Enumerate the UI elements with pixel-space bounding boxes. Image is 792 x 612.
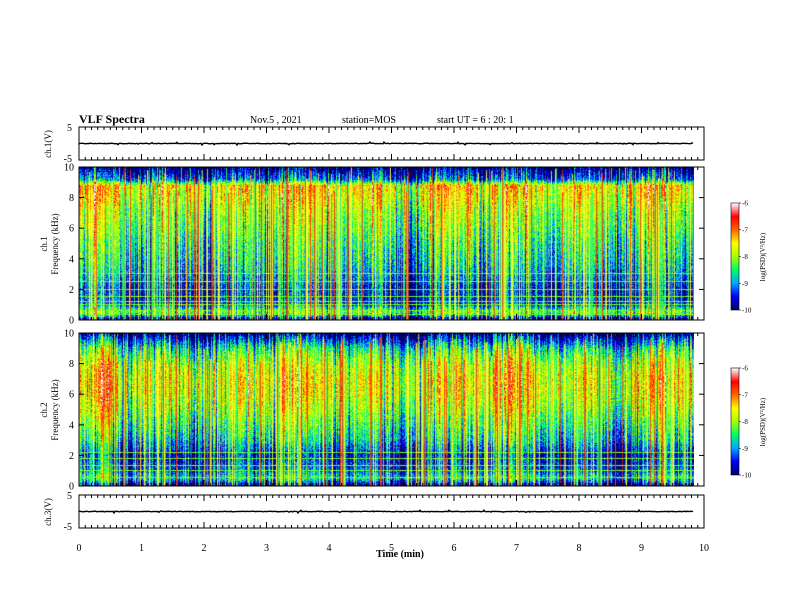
x-axis-label: Time (min)	[376, 549, 424, 560]
ch1-colorbar-tick-minus9: -9	[742, 280, 748, 288]
ch2-colorbar-tick-minus6: -6	[742, 365, 748, 373]
ch1-colorbar: -6 -7 -8 -9 -10 log(PSD)(V²/Hz)	[730, 200, 767, 315]
ch1-colorbar-tick-minus7: -7	[742, 226, 748, 234]
ch1-ytick-4: 4	[69, 254, 74, 265]
ch1-ytick-bottom: -5	[64, 154, 72, 165]
xtick-0: 0	[77, 543, 82, 554]
xtick-5: 5	[389, 543, 394, 554]
ch2-spectrogram-image	[79, 333, 694, 486]
xtick-3: 3	[264, 543, 269, 554]
ch1-colorbar-tick-minus10: -10	[742, 307, 752, 315]
ch3-waveform-trace	[78, 508, 694, 515]
ch2-ytick-8: 8	[69, 359, 74, 370]
ch2-colorbar-tick-minus10: -10	[742, 472, 752, 480]
ch3-ytick-bottom: -5	[64, 522, 72, 533]
ch2-colorbar-ticks: -6 -7 -8 -9 -10	[739, 365, 752, 480]
xtick-6: 6	[452, 543, 457, 554]
ch1-ytick-top: 5	[67, 123, 72, 134]
ch2-spectrogram-yticks: 0 2 4 6 8 10	[64, 329, 704, 493]
ch2-colorbar-tick-minus8: -8	[742, 418, 748, 426]
ch1-ytick-0: 0	[69, 316, 74, 327]
waveform-line	[78, 508, 694, 515]
ch1-colorbar-label: log(PSD)(V²/Hz)	[759, 232, 767, 281]
ch2-colorbar-tick-minus9: -9	[742, 445, 748, 453]
ch2-ytick-10: 10	[64, 329, 74, 340]
ch2-ytick-6: 6	[69, 390, 74, 401]
x-axis-tick-labels: 0 1 2 3 4 5 6 7 8 9 10	[77, 543, 710, 554]
xtick-4: 4	[327, 543, 332, 554]
ch2-ytick-0: 0	[69, 482, 74, 493]
time-tick-marks	[78, 127, 705, 528]
ch2-colorbar-label: log(PSD)(V²/Hz)	[759, 397, 767, 446]
ch1-spectrogram-image	[79, 167, 694, 320]
ch1-colorbar-ticks: -6 -7 -8 -9 -10	[739, 200, 752, 315]
ch2-spectrogram-ylabel-frequency: Frequency (kHz)	[50, 379, 60, 440]
ch2-ytick-2: 2	[69, 451, 74, 462]
xtick-7: 7	[514, 543, 519, 554]
ch2-spectrogram-panel: 0 2 4 6 8 10 ch.2 Frequency (kHz)	[39, 329, 705, 493]
ch2-spectrogram-ylabel-channel: ch.2	[39, 402, 49, 417]
xtick-1: 1	[139, 543, 144, 554]
ch1-waveform-ylabel: ch.1(V)	[43, 130, 53, 158]
waveform-line	[78, 140, 694, 147]
ch3-waveform-ylabel: ch.3(V)	[43, 498, 53, 526]
ch1-waveform-trace	[78, 140, 694, 147]
xtick-9: 9	[639, 543, 644, 554]
ch1-ytick-8: 8	[69, 193, 74, 204]
xtick-10: 10	[699, 543, 709, 554]
ch1-colorbar-tick-minus6: -6	[742, 200, 748, 208]
ch1-colorbar-tick-minus8: -8	[742, 253, 748, 261]
ch1-colorbar-gradient	[731, 203, 739, 310]
ch1-spectrogram-panel: 0 2 4 6 8 10 ch.1 Frequency (kHz)	[39, 163, 705, 327]
xtick-2: 2	[202, 543, 207, 554]
ch1-ytick-10: 10	[64, 163, 74, 174]
station-label: station=MOS	[342, 115, 396, 126]
ch2-ytick-4: 4	[69, 420, 74, 431]
ch1-spectrogram-ylabel-channel: ch.1	[39, 236, 49, 251]
start-ut-label: start UT = 6 : 20: 1	[437, 115, 514, 126]
date-label: Nov.5 , 2021	[250, 115, 302, 126]
ch1-spectrogram-yticks: 0 2 4 6 8 10	[64, 163, 704, 327]
xtick-8: 8	[577, 543, 582, 554]
ch2-colorbar-tick-minus7: -7	[742, 391, 748, 399]
ch1-spectrogram-ylabel-frequency: Frequency (kHz)	[50, 213, 60, 274]
ch2-colorbar: -6 -7 -8 -9 -10 log(PSD)(V²/Hz)	[730, 365, 767, 480]
ch2-colorbar-gradient	[731, 368, 739, 475]
ch1-ytick-6: 6	[69, 224, 74, 235]
figure-title: VLF Spectra	[79, 112, 145, 126]
ch1-ytick-2: 2	[69, 285, 74, 296]
ch3-ytick-top: 5	[67, 491, 72, 502]
ch3-waveform-panel: 5 -5 ch.3(V)	[43, 491, 705, 533]
ch1-waveform-panel: 5 -5 ch.1(V)	[43, 123, 705, 165]
